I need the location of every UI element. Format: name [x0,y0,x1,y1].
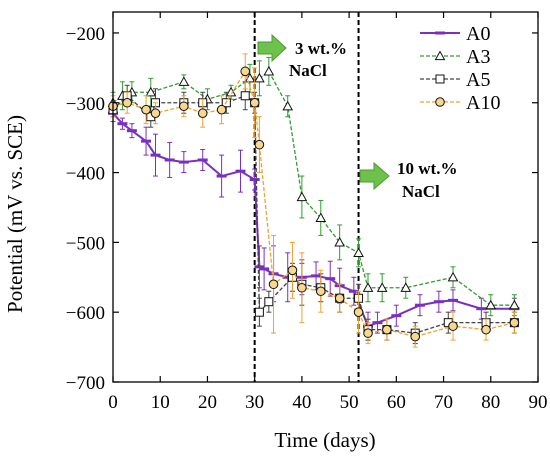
x-axis-title: Time (days) [274,428,375,452]
y-tick-label: −300 [66,94,105,115]
data-point [334,236,346,247]
y-tick-label: −600 [66,303,105,324]
data-point [296,191,308,202]
data-point [122,97,132,108]
data-point [447,271,459,282]
data-point [481,324,491,335]
data-point [315,212,327,223]
x-tick-label: 40 [292,392,311,413]
x-tick-label: 90 [529,392,548,413]
x-tick-label: 60 [387,392,406,413]
legend-marker [435,74,445,84]
data-point [268,279,279,290]
data-point [315,286,326,297]
data-point [282,100,294,111]
series-a10 [108,53,520,348]
data-point [287,265,298,276]
legend-item-a3: A3 [420,46,490,68]
data-point [353,307,364,317]
data-point [334,293,345,304]
data-point [254,307,264,317]
series-line [112,94,515,334]
data-point [400,282,412,292]
y-tick-label: −200 [66,24,105,45]
annotation-10wt-line2: NaCl [402,182,440,201]
series-line [112,69,515,338]
x-tick-label: 50 [340,392,359,413]
legend-marker [435,97,445,107]
data-point [353,247,364,257]
data-point [376,282,388,292]
legend-item-a10: A10 [420,92,500,114]
data-point [382,324,392,335]
series-line [112,112,515,328]
data-point [509,299,520,310]
legend-label: A3 [466,46,490,68]
data-point [197,108,208,119]
data-point [254,139,265,150]
data-point [263,65,275,76]
axes: 0 10 20 30 40 50 60 70 80 90 −200 −300 −400 −500 −600 −… [66,11,548,413]
x-tick-label: 20 [198,392,217,413]
data-point [509,317,520,328]
data-point [249,97,260,108]
data-point [362,282,374,292]
legend-label: A0 [466,23,490,45]
green-arrow-icon [359,161,390,191]
data-point [145,86,157,97]
data-point [178,76,190,86]
data-point [485,299,497,310]
y-tick-label: −500 [66,233,105,254]
x-tick-label: 30 [245,392,264,413]
legend-item-a0: A0 [420,23,490,45]
data-point [240,66,251,77]
data-point [179,101,189,112]
green-arrow-icon [257,33,287,63]
annotation-10wt-line1: 10 wt.% [397,159,457,178]
data-point [141,104,151,115]
plot-frame [112,11,539,383]
legend-label: A10 [466,92,500,114]
annotation-3wt-line2: NaCl [289,61,327,80]
x-tick-label: 70 [434,392,453,413]
x-tick-label: 80 [481,392,500,413]
annotation-3wt-nacl: 3 wt.% NaCl [257,33,347,80]
data-point [240,91,250,101]
data-point [254,72,265,83]
annotation-3wt-line1: 3 wt.% [295,39,347,58]
data-point [410,331,421,342]
legend-item-a5: A5 [420,69,490,91]
y-tick-label: −400 [66,164,105,185]
series-a5 [108,81,519,345]
data-point [363,328,373,338]
x-tick-label: 10 [151,392,170,413]
y-axis-title: Potential (mV vs. SCE) [3,115,27,313]
legend-marker [434,50,446,61]
data-point [264,297,274,307]
y-tick-label: −700 [66,373,105,394]
x-tick-label: 0 [108,392,118,413]
series-a3 [107,56,520,317]
series-line [112,70,515,306]
data-point [448,321,458,331]
data-point [150,108,161,119]
legend-label: A5 [466,69,490,91]
plot-area [107,12,520,382]
data-point [297,282,307,293]
data-point [216,104,227,115]
series-a0 [108,104,520,341]
annotation-10wt-nacl: 10 wt.% NaCl [359,159,457,201]
